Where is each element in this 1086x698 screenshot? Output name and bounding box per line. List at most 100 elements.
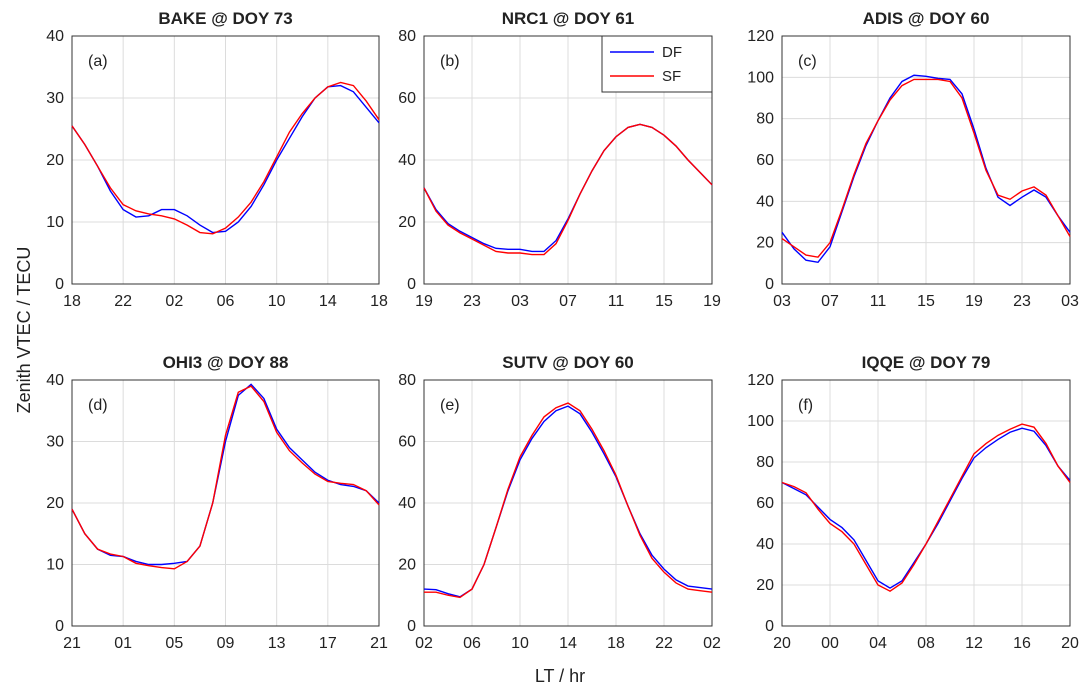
y-tick-label: 0 — [765, 276, 774, 293]
y-tick-label: 80 — [756, 111, 774, 128]
y-tick-label: 120 — [747, 28, 774, 45]
y-tick-label: 100 — [747, 69, 774, 86]
y-tick-label: 60 — [398, 90, 416, 107]
subplot: 0 20 40 60 80 100 120 03 07 11 15 19 23 03 ADIS @ DOY … — [747, 9, 1079, 310]
y-tick-label: 20 — [46, 152, 64, 169]
x-tick-label: 10 — [511, 635, 529, 652]
x-tick-label: 03 — [773, 293, 791, 310]
subplot-title: OHI3 @ DOY 88 — [163, 353, 289, 372]
legend-box — [601, 35, 713, 93]
subplot-title: SUTV @ DOY 60 — [502, 353, 634, 372]
x-tick-label: 20 — [1061, 635, 1079, 652]
x-tick-label: 14 — [559, 635, 577, 652]
y-tick-label: 10 — [46, 214, 64, 231]
x-tick-label: 06 — [463, 635, 481, 652]
y-tick-label: 80 — [756, 454, 774, 471]
y-tick-label: 80 — [398, 28, 416, 45]
x-tick-label: 22 — [114, 293, 132, 310]
subplot-title: ADIS @ DOY 60 — [863, 9, 990, 28]
y-tick-label: 80 — [398, 372, 416, 389]
x-tick-label: 07 — [821, 293, 839, 310]
panel-label: (d) — [88, 397, 108, 414]
x-tick-label: 04 — [869, 635, 887, 652]
subplot: 0 20 40 60 80 02 06 10 14 18 22 02 SUTV @ DOY 60 (e) — [398, 353, 721, 652]
subplot: 0 20 40 60 80 19 23 03 07 11 15 19 NRC1 @ DOY 61 (b) D… — [398, 9, 721, 310]
x-tick-label: 01 — [114, 635, 132, 652]
y-tick-label: 20 — [46, 495, 64, 512]
panel-label: (f) — [798, 397, 813, 414]
data-line — [423, 123, 713, 256]
x-tick-label: 11 — [608, 293, 625, 310]
x-tick-label: 02 — [165, 293, 183, 310]
y-tick-label: 10 — [46, 557, 64, 574]
x-tick-label: 03 — [511, 293, 529, 310]
data-line — [781, 78, 1071, 258]
y-tick-label: 120 — [747, 372, 774, 389]
data-line — [781, 74, 1071, 264]
x-tick-label: 15 — [917, 293, 935, 310]
data-line — [781, 423, 1071, 592]
x-tick-label: 14 — [319, 293, 337, 310]
y-tick-label: 20 — [398, 557, 416, 574]
x-axis-label: LT / hr — [535, 666, 585, 686]
x-tick-label: 02 — [415, 635, 433, 652]
panel-label: (a) — [88, 53, 108, 70]
data-line — [71, 81, 380, 235]
subplot-title: IQQE @ DOY 79 — [862, 353, 991, 372]
x-tick-label: 23 — [463, 293, 481, 310]
subplot: 0 10 20 30 40 21 01 05 09 13 17 21 OHI3 @ DOY 88 (d) — [46, 353, 388, 652]
plot-frame — [423, 35, 713, 285]
x-tick-label: 09 — [217, 635, 235, 652]
y-tick-label: 0 — [407, 618, 416, 635]
y-tick-label: 20 — [756, 235, 774, 252]
x-tick-label: 11 — [870, 293, 887, 310]
panel-label: (c) — [798, 53, 817, 70]
data-line — [424, 402, 713, 599]
y-axis-label: Zenith VTEC / TECU — [14, 247, 34, 414]
plot-frame — [71, 35, 380, 285]
x-tick-label: 10 — [268, 293, 286, 310]
y-tick-label: 40 — [46, 372, 64, 389]
y-tick-label: 40 — [756, 193, 774, 210]
subplot-title: NRC1 @ DOY 61 — [502, 9, 634, 28]
x-tick-label: 12 — [965, 635, 983, 652]
subplot-title: BAKE @ DOY 73 — [158, 9, 292, 28]
y-tick-label: 0 — [407, 276, 416, 293]
panel-label: (e) — [440, 397, 460, 414]
y-tick-label: 20 — [756, 577, 774, 594]
x-tick-label: 18 — [63, 293, 81, 310]
x-tick-label: 19 — [965, 293, 983, 310]
y-tick-label: 40 — [756, 536, 774, 553]
x-tick-label: 13 — [268, 635, 286, 652]
y-tick-label: 30 — [46, 90, 64, 107]
plot-frame — [781, 35, 1071, 285]
x-tick-label: 19 — [415, 293, 433, 310]
y-tick-label: 60 — [756, 495, 774, 512]
x-tick-label: 02 — [703, 635, 721, 652]
y-tick-label: 40 — [398, 495, 416, 512]
x-tick-label: 15 — [655, 293, 673, 310]
plot-frame — [423, 379, 713, 627]
y-tick-label: 100 — [747, 413, 774, 430]
x-tick-label: 21 — [370, 635, 388, 652]
legend-label: DF — [662, 44, 682, 61]
x-tick-label: 07 — [559, 293, 577, 310]
y-tick-label: 0 — [765, 618, 774, 635]
legend-label: SF — [662, 68, 681, 85]
y-tick-label: 40 — [46, 28, 64, 45]
x-tick-label: 20 — [773, 635, 791, 652]
x-tick-label: 06 — [217, 293, 235, 310]
x-tick-label: 08 — [917, 635, 935, 652]
x-tick-label: 05 — [165, 635, 183, 652]
x-tick-label: 21 — [63, 635, 81, 652]
x-tick-label: 18 — [370, 293, 388, 310]
y-tick-label: 0 — [55, 276, 64, 293]
x-tick-label: 03 — [1061, 293, 1079, 310]
x-tick-label: 00 — [821, 635, 839, 652]
y-tick-label: 20 — [398, 214, 416, 231]
plot-frame — [781, 379, 1071, 627]
y-tick-label: 30 — [46, 434, 64, 451]
x-tick-label: 19 — [703, 293, 721, 310]
y-tick-label: 40 — [398, 152, 416, 169]
